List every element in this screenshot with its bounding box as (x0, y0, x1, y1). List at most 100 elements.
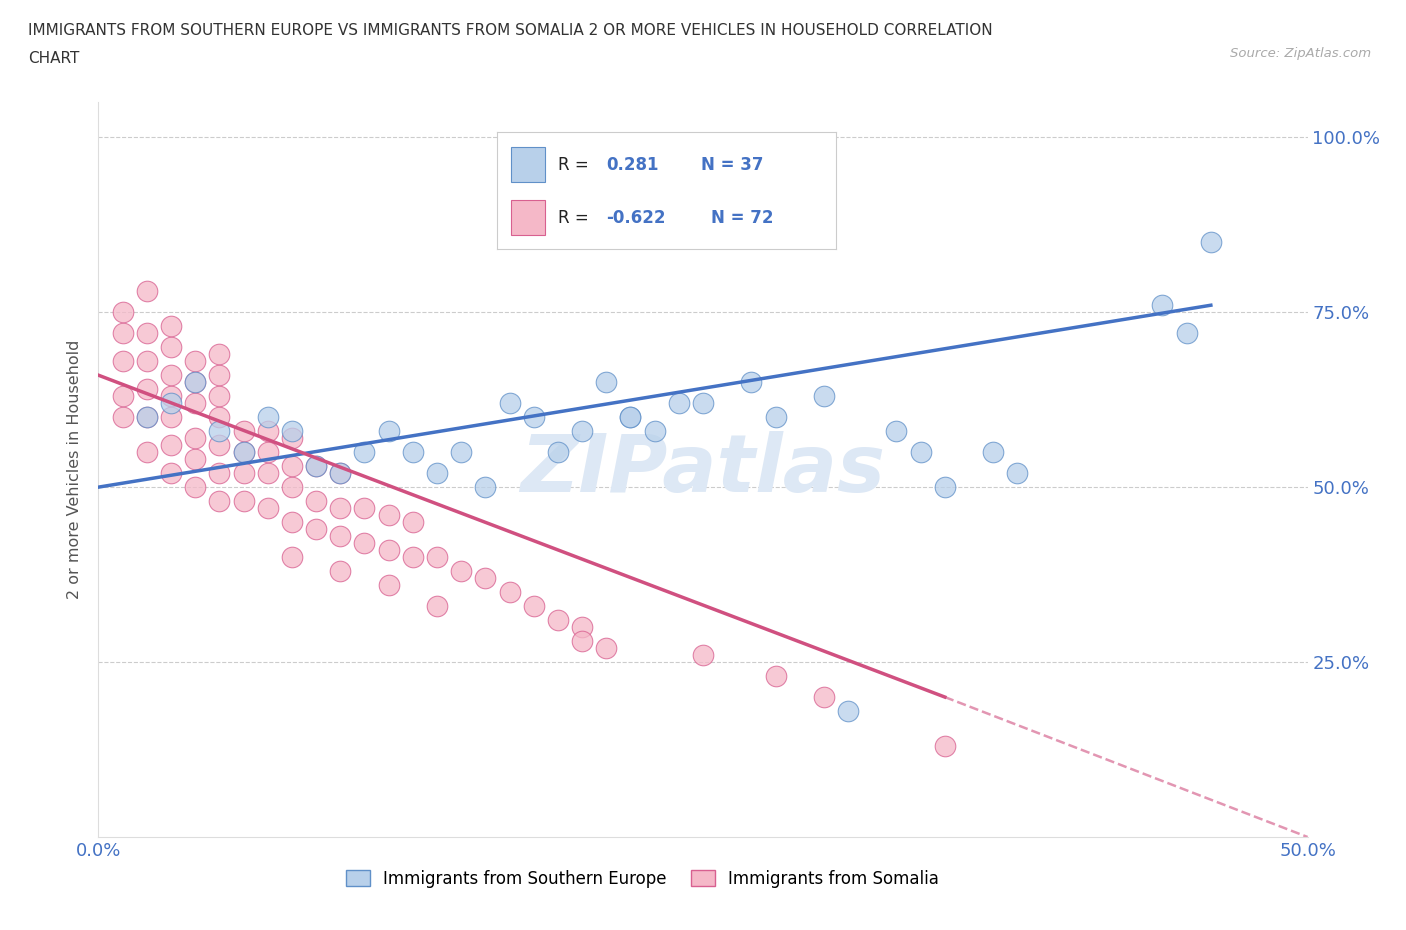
Point (184, 375, 207, 390)
Point (160, 367, 183, 382)
Point (886, 424, 908, 439)
Point (523, 410, 546, 425)
Point (208, 494, 231, 509)
Point (813, 389, 835, 404)
Point (305, 458, 328, 473)
Point (547, 613, 569, 628)
Point (329, 466, 352, 481)
Point (692, 396, 714, 411)
Point (135, 445, 157, 459)
Point (377, 424, 399, 439)
Point (813, 690, 835, 705)
Point (740, 375, 762, 390)
Text: Source: ZipAtlas.com: Source: ZipAtlas.com (1230, 46, 1371, 60)
Point (281, 458, 304, 473)
Point (571, 424, 593, 439)
Point (305, 522, 328, 537)
Point (208, 438, 231, 453)
Point (111, 353, 134, 368)
Point (353, 536, 375, 551)
Text: ZIPatlas: ZIPatlas (520, 431, 886, 509)
Point (1007, 466, 1029, 481)
Point (135, 284, 157, 299)
Point (837, 704, 859, 719)
Point (619, 410, 641, 425)
Point (111, 410, 134, 425)
Point (595, 641, 617, 656)
Point (256, 410, 278, 425)
Point (498, 396, 520, 411)
Point (208, 367, 231, 382)
Point (523, 599, 546, 614)
Point (256, 466, 278, 481)
Point (184, 480, 207, 495)
Point (547, 445, 569, 459)
Point (426, 599, 449, 614)
Point (232, 424, 254, 439)
Point (160, 438, 183, 453)
Point (184, 396, 207, 411)
Point (571, 633, 593, 648)
Point (402, 445, 425, 459)
Point (934, 480, 956, 495)
Point (1175, 326, 1198, 340)
Point (981, 445, 1004, 459)
Point (765, 669, 787, 684)
Point (329, 564, 352, 578)
Point (329, 466, 352, 481)
Point (692, 647, 714, 662)
Point (135, 326, 157, 340)
Point (208, 347, 231, 362)
Point (281, 514, 304, 529)
Point (256, 445, 278, 459)
Legend: Immigrants from Southern Europe, Immigrants from Somalia: Immigrants from Southern Europe, Immigra… (339, 863, 946, 895)
Point (353, 500, 375, 515)
Point (377, 578, 399, 592)
Point (668, 396, 690, 411)
Point (135, 410, 157, 425)
Point (208, 410, 231, 425)
Point (160, 410, 183, 425)
Point (353, 445, 375, 459)
Point (619, 410, 641, 425)
Point (281, 431, 304, 445)
Point (329, 500, 352, 515)
Point (1199, 234, 1222, 249)
Point (450, 564, 472, 578)
Point (426, 550, 449, 565)
Point (232, 494, 254, 509)
Point (135, 381, 157, 396)
Point (1152, 298, 1174, 312)
Point (402, 550, 425, 565)
Point (426, 466, 449, 481)
Point (450, 445, 472, 459)
Point (934, 738, 956, 753)
Point (281, 424, 304, 439)
Point (160, 319, 183, 334)
Point (281, 480, 304, 495)
Point (208, 466, 231, 481)
Point (474, 571, 496, 586)
Point (208, 389, 231, 404)
Point (160, 466, 183, 481)
Point (184, 431, 207, 445)
Point (644, 424, 666, 439)
Point (184, 375, 207, 390)
Point (160, 389, 183, 404)
Point (910, 445, 932, 459)
Point (377, 543, 399, 558)
Point (281, 550, 304, 565)
Text: IMMIGRANTS FROM SOUTHERN EUROPE VS IMMIGRANTS FROM SOMALIA 2 OR MORE VEHICLES IN: IMMIGRANTS FROM SOUTHERN EUROPE VS IMMIG… (28, 23, 993, 38)
Point (498, 585, 520, 600)
Point (111, 305, 134, 320)
Point (160, 396, 183, 411)
Point (111, 326, 134, 340)
Point (232, 445, 254, 459)
Point (377, 508, 399, 523)
Point (135, 410, 157, 425)
Point (305, 494, 328, 509)
Text: CHART: CHART (28, 51, 80, 66)
Point (765, 410, 787, 425)
Point (135, 353, 157, 368)
Point (305, 458, 328, 473)
